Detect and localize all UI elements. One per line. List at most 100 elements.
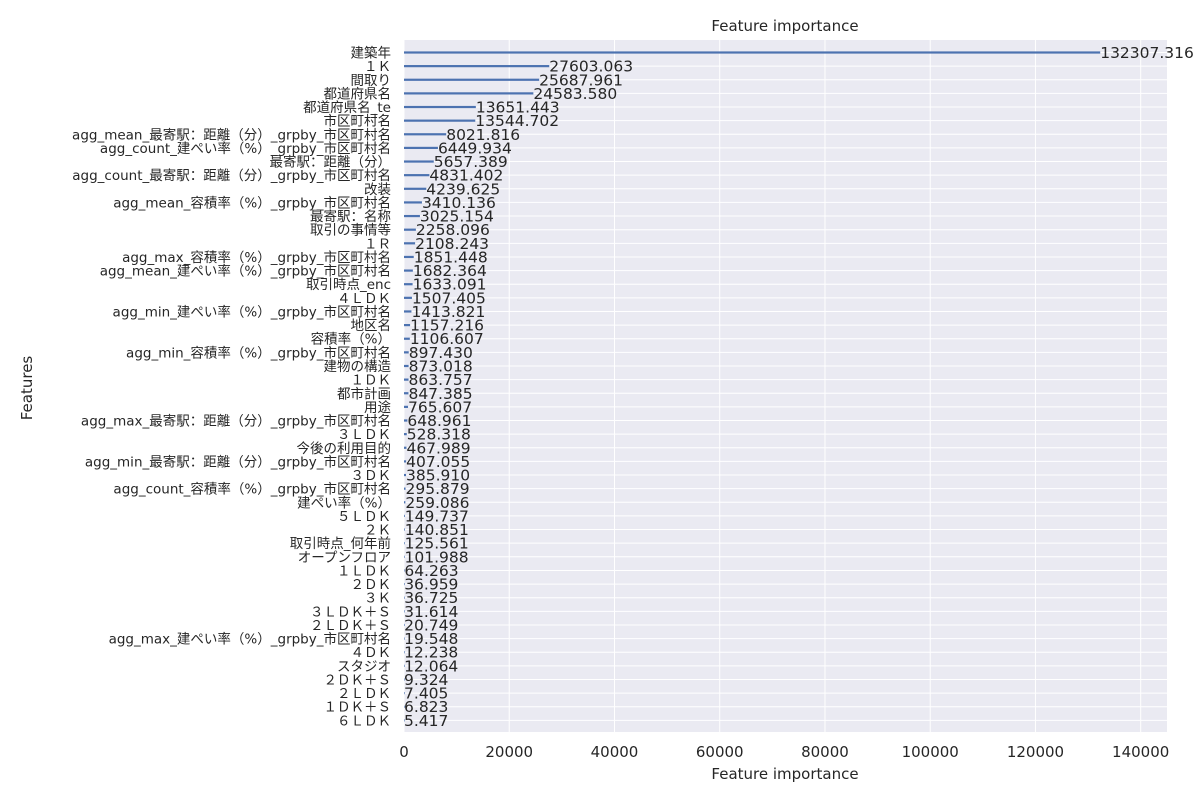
- y-tick-label: １ＬＤＫ: [337, 563, 391, 579]
- bar-value-label: 12.238: [404, 644, 458, 662]
- y-tick-label: ２ＤＫ＋Ｓ: [324, 672, 392, 688]
- bar-value-label: 295.879: [406, 480, 470, 498]
- bar-value-label: 64.263: [404, 562, 458, 580]
- bar: [404, 310, 412, 313]
- bar: [404, 201, 422, 204]
- y-tick-label: 建築年: [351, 46, 392, 62]
- y-tick-label: ３ＬＤＫ: [337, 427, 391, 443]
- y-tick-label: １ＤＫ: [351, 373, 392, 389]
- y-tick-label: 都道府県名_te: [303, 100, 391, 116]
- bar: [404, 460, 407, 463]
- bar: [404, 337, 410, 340]
- bar-value-label: 385.910: [406, 467, 470, 485]
- bar: [404, 283, 413, 286]
- bar: [404, 596, 405, 599]
- x-axis-label: Feature importance: [711, 765, 858, 783]
- y-tick-label: 取引時点_何年前: [290, 535, 391, 552]
- y-tick-label: ２ＤＫ: [351, 577, 392, 593]
- bar-value-label: 140.851: [405, 521, 469, 539]
- bar-value-label: 648.961: [407, 412, 471, 430]
- y-tick-label: agg_min_建ぺい率（%）_grpby_市区町村名: [113, 303, 391, 320]
- bar: [404, 392, 409, 395]
- bar: [404, 105, 476, 109]
- y-tick-label: 都道府県名: [324, 86, 392, 102]
- bar: [404, 678, 405, 681]
- bar-value-label: 12.064: [404, 657, 458, 675]
- bar-value-label: 27603.063: [549, 58, 633, 76]
- y-tick-label: オープンフロア: [298, 550, 391, 566]
- bar: [404, 555, 405, 558]
- x-tick-label: 140000: [1112, 743, 1169, 761]
- y-tick-label: agg_mean_最寄駅：距離（分）_grpby_市区町村名: [72, 126, 391, 143]
- bar-value-label: 2258.096: [416, 221, 490, 239]
- y-tick-label: 容積率（%）: [311, 331, 391, 348]
- bar: [404, 719, 405, 722]
- bar: [404, 705, 405, 708]
- bar: [404, 623, 405, 627]
- bar-value-label: 467.989: [406, 439, 470, 457]
- y-tick-label: ６ＬＤＫ: [337, 713, 391, 729]
- bar-value-label: 5657.389: [434, 153, 508, 171]
- bar: [404, 214, 420, 218]
- bar-value-label: 36.959: [404, 576, 458, 594]
- bar-value-label: 13651.443: [476, 99, 560, 117]
- bar: [404, 255, 414, 259]
- bar-value-label: 3025.154: [420, 208, 494, 226]
- bar: [404, 378, 409, 381]
- bar-value-label: 36.725: [404, 589, 458, 607]
- bar-value-label: 125.561: [405, 535, 469, 553]
- y-tick-label: ５ＬＤＫ: [337, 509, 391, 525]
- bar-value-label: 259.086: [405, 494, 469, 512]
- chart-title: Feature importance: [711, 17, 858, 35]
- bar: [404, 174, 430, 177]
- bar: [404, 51, 1101, 54]
- bar: [404, 351, 409, 354]
- y-tick-label: ３ＤＫ: [351, 468, 392, 484]
- bar-value-label: 20.749: [404, 616, 458, 634]
- bar-value-label: 4831.402: [429, 167, 503, 185]
- bar-value-label: 101.988: [405, 548, 469, 566]
- bar-value-label: 7.405: [404, 685, 448, 703]
- bar-value-label: 13544.702: [475, 112, 559, 130]
- bar-value-label: 1157.216: [410, 317, 484, 335]
- bar-value-label: 1507.405: [412, 289, 486, 307]
- bar-value-label: 31.614: [404, 603, 458, 621]
- bar-value-label: 6449.934: [438, 139, 512, 157]
- y-tick-label: ２Ｋ: [364, 523, 391, 539]
- bar-value-label: 6.823: [404, 698, 448, 716]
- bar: [404, 160, 434, 163]
- bar: [404, 582, 405, 586]
- y-tick-label: ２ＬＤＫ: [337, 686, 391, 702]
- y-tick-label: agg_min_最寄駅：距離（分）_grpby_市区町村名: [85, 453, 391, 470]
- x-tick-label: 60000: [696, 743, 744, 761]
- bar-value-label: 8021.816: [446, 126, 520, 144]
- bar-value-label: 3410.136: [422, 194, 496, 212]
- bar: [404, 637, 405, 640]
- y-tick-label: 取引時点_enc: [306, 277, 391, 293]
- bar: [404, 146, 438, 150]
- bar: [404, 610, 405, 613]
- bar: [404, 228, 416, 231]
- bar-value-label: 528.318: [407, 426, 471, 444]
- bar: [404, 446, 407, 449]
- y-tick-label: agg_min_容積率（%）_grpby_市区町村名: [126, 344, 391, 361]
- y-tick-label: 間取り: [351, 73, 392, 89]
- x-tick-label: 80000: [801, 743, 849, 761]
- bar: [404, 569, 405, 572]
- x-tick-label: 20000: [485, 743, 533, 761]
- bar-value-label: 5.417: [404, 712, 448, 730]
- bar-value-label: 847.385: [408, 385, 472, 403]
- x-tick-label: 40000: [591, 743, 639, 761]
- bar-value-label: 25687.961: [539, 71, 623, 89]
- bar-value-label: 4239.625: [426, 180, 500, 198]
- y-tick-label: 最寄駅：距離（分）: [270, 154, 392, 171]
- bar-value-label: 132307.316: [1100, 44, 1194, 62]
- bar: [404, 324, 411, 327]
- y-tick-label: 今後の利用目的: [297, 441, 392, 457]
- y-tick-label: 改装: [364, 182, 391, 198]
- y-tick-label: 最寄駅：名称: [310, 208, 391, 225]
- y-tick-label: 建ぺい率（%）: [297, 494, 391, 511]
- bar: [404, 242, 416, 245]
